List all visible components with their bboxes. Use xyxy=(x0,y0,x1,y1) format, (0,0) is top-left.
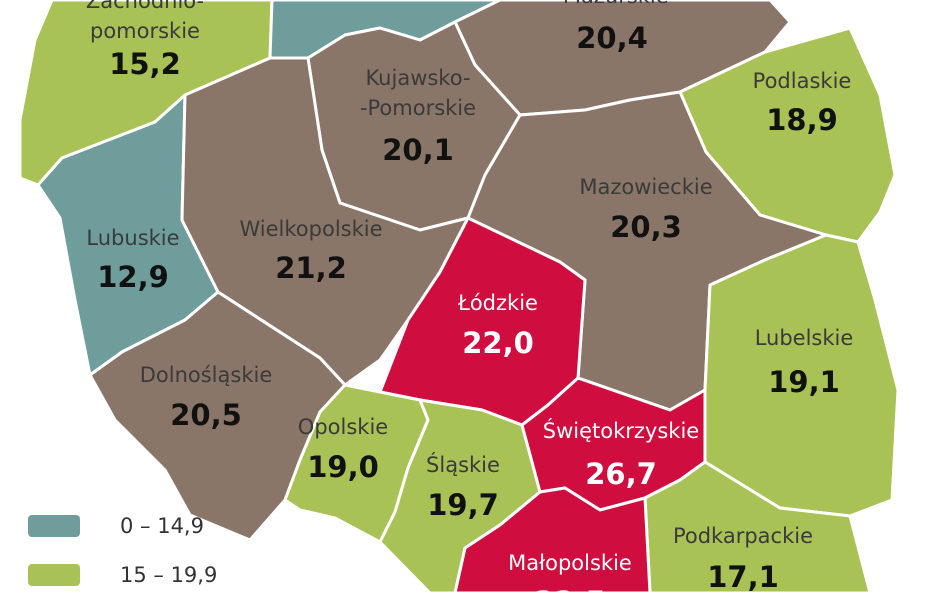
region-name-opolskie: Opolskie xyxy=(298,415,388,439)
region-value-lubelskie: 19,1 xyxy=(768,365,840,399)
region-name-lodzkie: Łódzkie xyxy=(457,291,538,315)
region-label-lubelskie: Lubelskie 19,1 xyxy=(755,326,854,399)
region-name-lubuskie: Lubuskie xyxy=(86,226,179,250)
region-value-mazowieckie: 20,3 xyxy=(610,210,682,244)
region-value-wielkopolskie: 21,2 xyxy=(275,251,347,285)
region-label-warminsko-mazurskie: -Mazurskie 20,4 xyxy=(555,0,668,55)
region-name-zachodniopomorskie: Zachodnio- xyxy=(86,0,204,13)
region-name-malopolskie: Małopolskie xyxy=(508,551,632,575)
region-value-zachodniopomorskie: 15,2 xyxy=(109,47,181,81)
region-name-warminsko-mazurskie: -Mazurskie xyxy=(555,0,668,8)
region-label-podkarpackie: Podkarpackie 17,1 xyxy=(673,524,813,593)
region-label-podlaskie: Podlaskie 18,9 xyxy=(753,69,852,137)
region-value-podkarpackie: 17,1 xyxy=(707,560,779,593)
region-name-mazowieckie: Mazowieckie xyxy=(579,175,712,199)
region-value-slaskie: 19,7 xyxy=(427,488,499,522)
region-name-wielkopolskie: Wielkopolskie xyxy=(239,217,382,241)
region-value-warminsko-mazurskie: 20,4 xyxy=(576,21,648,55)
legend-label-teal: 0 – 14,9 xyxy=(120,514,204,538)
region-malopolskie xyxy=(453,486,652,593)
legend-item-teal: 0 – 14,9 xyxy=(28,513,204,539)
regions-layer xyxy=(18,0,900,593)
region-label-lodzkie: Łódzkie 22,0 xyxy=(457,291,538,360)
labels-layer: Zachodnio-pomorskie 15,2 -Mazurskie 20,4 Pod… xyxy=(86,0,853,593)
legend-swatch-teal xyxy=(28,515,80,537)
region-label-lubuskie: Lubuskie 12,9 xyxy=(86,226,179,294)
legend-item-green: 15 – 19,9 xyxy=(28,562,217,588)
region-name-lubelskie: Lubelskie xyxy=(755,326,854,350)
region-value-lubuskie: 12,9 xyxy=(97,260,169,294)
region-label-mazowieckie: Mazowieckie 20,3 xyxy=(579,175,712,244)
region-value-opolskie: 19,0 xyxy=(307,450,379,484)
region-name-swietokrzyskie: Świętokrzyskie xyxy=(543,418,699,443)
legend-label-green: 15 – 19,9 xyxy=(120,563,218,587)
region-label-dolnoslaskie: Dolnośląskie 20,5 xyxy=(140,363,273,432)
region-name-dolnoslaskie: Dolnośląskie xyxy=(140,363,273,387)
region-label-opolskie: Opolskie 19,0 xyxy=(298,415,388,484)
region-value-malopolskie: 22,5 xyxy=(534,585,606,593)
region-name-kujawsko-pomorskie: Kujawsko- xyxy=(365,66,470,90)
region-label-wielkopolskie: Wielkopolskie 21,2 xyxy=(239,217,382,285)
legend-swatch-green xyxy=(28,564,80,586)
region-value-lodzkie: 22,0 xyxy=(462,326,534,360)
region-value-podlaskie: 18,9 xyxy=(766,103,838,137)
region-value-swietokrzyskie: 26,7 xyxy=(585,457,657,491)
region-label-kujawsko-pomorskie: Kujawsko- -Pomorskie 20,1 xyxy=(360,66,476,167)
region-value-kujawsko-pomorskie: 20,1 xyxy=(382,133,454,167)
region-name-podlaskie: Podlaskie xyxy=(753,69,852,93)
region-label-swietokrzyskie: Świętokrzyskie 26,7 xyxy=(543,418,699,491)
region-name-podkarpackie: Podkarpackie xyxy=(673,524,813,548)
region-name-kujawsko-pomorskie: -Pomorskie xyxy=(360,96,476,120)
region-name-slaskie: Śląskie xyxy=(426,452,500,477)
region-label-zachodniopomorskie: Zachodnio-pomorskie 15,2 xyxy=(86,0,204,81)
region-podkarpackie xyxy=(643,460,872,593)
region-name-zachodniopomorskie: pomorskie xyxy=(90,19,200,43)
region-label-malopolskie: Małopolskie 22,5 xyxy=(508,551,632,593)
region-value-dolnoslaskie: 20,5 xyxy=(170,398,242,432)
region-label-slaskie: Śląskie 19,7 xyxy=(426,452,500,522)
